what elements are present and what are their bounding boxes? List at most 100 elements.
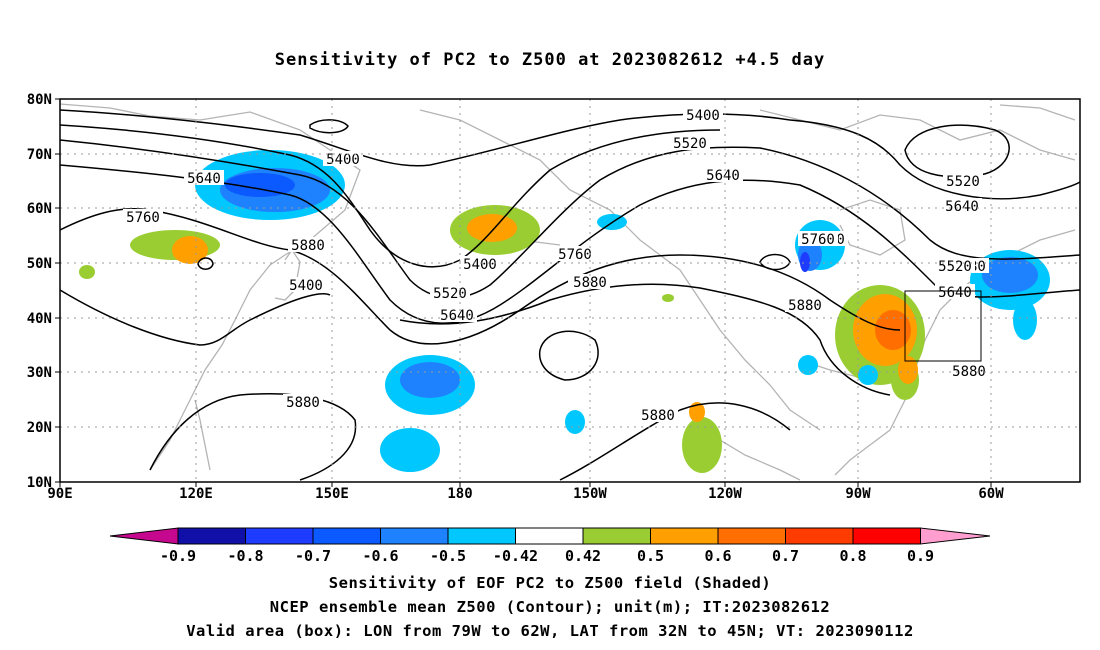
- sensitivity-patch: [682, 417, 722, 473]
- map-frame: [59, 98, 1081, 483]
- contour-label: 5640: [187, 171, 221, 187]
- lat-label: 20N: [27, 420, 52, 436]
- contour-label: 5400: [686, 108, 720, 124]
- caption-line-1: Sensitivity of EOF PC2 to Z500 field (Sh…: [328, 574, 772, 592]
- sensitivity-patch: [800, 252, 810, 272]
- sensitivity-patch: [467, 214, 517, 242]
- contour-label: 5880: [788, 298, 822, 314]
- sensitivity-patch: [982, 257, 1038, 293]
- contour-label: 5640: [440, 308, 474, 324]
- contour-label-bg: [683, 107, 723, 122]
- coast-alaska: [419, 109, 661, 256]
- lon-label: 90W: [845, 486, 871, 502]
- latitude-labels: 80N 70N 60N 50N 40N 30N 20N 10N: [27, 92, 60, 491]
- valid-area-box: [904, 290, 982, 362]
- colorbar-swatch: [312, 527, 381, 545]
- contour-label-bg: [798, 231, 838, 246]
- contour-label: 5640: [706, 168, 740, 184]
- contour-5880-e: [538, 330, 599, 381]
- sensitivity-patch: [858, 365, 878, 385]
- contour-label: 5640: [945, 199, 979, 215]
- contour-label-bg: [670, 135, 710, 150]
- lon-label: 120E: [179, 486, 213, 502]
- lat-label: 60N: [27, 201, 52, 217]
- colorbar-label: -0.7: [295, 547, 331, 565]
- colorbar-label: -0.42: [493, 547, 538, 565]
- lon-label: 60W: [978, 486, 1004, 502]
- colorbar-swatch: [717, 527, 786, 545]
- contour-5880-b: [399, 283, 891, 396]
- lat-label: 10N: [27, 475, 52, 491]
- colorbar-label: 0.7: [772, 547, 799, 565]
- sensitivity-patch: [400, 362, 460, 398]
- lat-label: 80N: [27, 92, 52, 108]
- contour-label: 5400: [326, 152, 360, 168]
- colorbar-swatch: [177, 527, 246, 545]
- caption-line-2: NCEP ensemble mean Z500 (Contour); unit(…: [269, 598, 831, 616]
- coast-na-west: [659, 254, 821, 431]
- contour-label-bg: [703, 167, 743, 182]
- contour-label: 5880: [291, 238, 325, 254]
- contour-5400-a: [60, 109, 1080, 200]
- contour-label: 5760: [558, 247, 592, 263]
- coast-hudson: [839, 199, 906, 256]
- contour-label: 5520: [946, 174, 980, 190]
- sensitivity-patch: [225, 173, 295, 197]
- contour-label: 5400: [289, 278, 323, 294]
- colorbar-label: 0.6: [704, 547, 731, 565]
- contour-label: 5520: [433, 286, 467, 302]
- lon-label: 120W: [708, 486, 742, 502]
- lon-label: 90E: [47, 486, 72, 502]
- colorbar-label: -0.5: [430, 547, 466, 565]
- contour-small-c: [197, 257, 214, 270]
- contour-5760: [60, 207, 901, 345]
- contour-label: 5520: [938, 259, 972, 275]
- sensitivity-patch: [565, 410, 585, 434]
- lon-label: 150E: [315, 486, 349, 502]
- contour-label-bg: [943, 173, 983, 188]
- sensitivity-shading: [79, 150, 1050, 473]
- colorbar-label: 0.9: [907, 547, 934, 565]
- sensitivity-patch: [380, 428, 440, 472]
- lon-label: 150W: [573, 486, 607, 502]
- contour-label: 5880: [641, 408, 675, 424]
- contour-label-bg: [123, 209, 163, 224]
- coast-philippines: [194, 399, 211, 471]
- colorbar-swatch: [447, 527, 516, 545]
- lon-label: 180: [447, 486, 472, 502]
- colorbar-high-arrow: [920, 527, 991, 545]
- sensitivity-patch: [1013, 300, 1037, 340]
- contour-label: 5760: [801, 232, 835, 248]
- contour-label-bg: [286, 277, 326, 292]
- colorbar-label: -0.6: [362, 547, 398, 565]
- colorbar: -0.9 -0.8 -0.7 -0.6 -0.5 -0.42 0.42 0.5 0.6 0.7 0.…: [109, 527, 991, 565]
- contour-label-bg: [184, 170, 224, 185]
- contour-5280-a: [904, 124, 1010, 178]
- contour-5880-a: [60, 289, 331, 346]
- colorbar-label: -0.9: [160, 547, 196, 565]
- contour-label-bg: [283, 394, 323, 409]
- chart-title: Sensitivity of PC2 to Z500 at 2023082612…: [274, 50, 826, 70]
- graticule: [60, 99, 1080, 482]
- colorbar-swatch: [380, 527, 449, 545]
- lat-label: 70N: [27, 147, 52, 163]
- lat-label: 40N: [27, 311, 52, 327]
- contour-label-bg: [288, 237, 328, 252]
- lat-label: 30N: [27, 365, 52, 381]
- contour-5400-b: [60, 124, 721, 268]
- sensitivity-patch: [662, 294, 674, 302]
- contour-small-a: [309, 119, 349, 134]
- z500-contours: [60, 109, 1080, 481]
- colorbar-label: 0.8: [839, 547, 866, 565]
- colorbar-swatch: [515, 527, 584, 545]
- sensitivity-patch: [898, 356, 918, 384]
- contour-5640: [60, 164, 1080, 324]
- contour-label: 5520: [673, 136, 707, 152]
- coast-greenland: [999, 104, 1076, 121]
- colorbar-swatch: [852, 527, 921, 545]
- contour-5520: [60, 139, 1080, 299]
- contour-label: 5760: [126, 210, 160, 226]
- contour-5880-c: [149, 392, 357, 481]
- contour-label-bg: [949, 363, 989, 378]
